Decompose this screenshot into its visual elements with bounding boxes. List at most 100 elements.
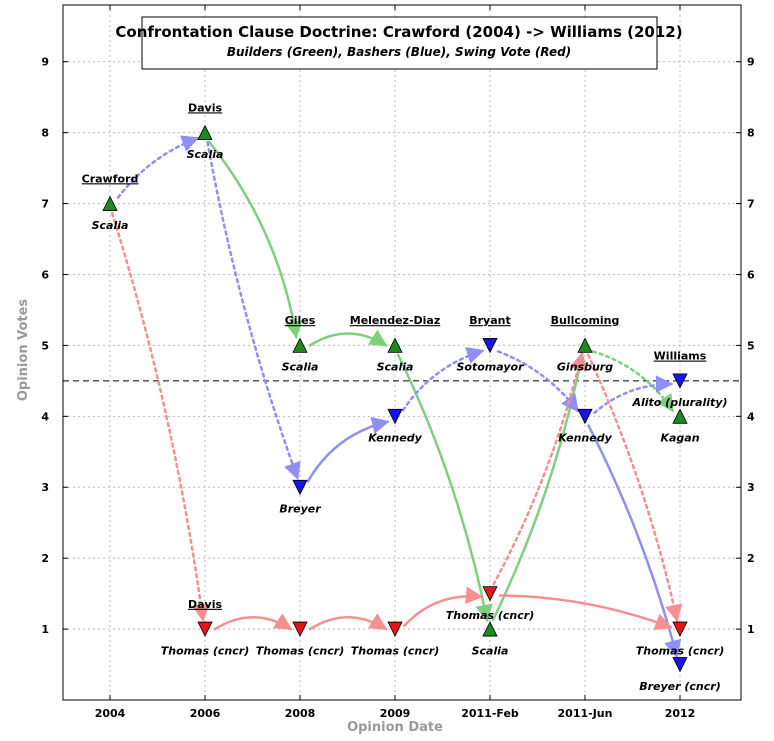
builder-vote-marker — [387, 337, 403, 353]
y-tick-label-right: 6 — [747, 268, 755, 281]
y-tick-label: 8 — [41, 127, 49, 140]
justice-label: Thomas (cncr) — [351, 644, 440, 657]
y-tick-label-right: 8 — [747, 127, 755, 140]
justice-label: Alito (plurality) — [631, 396, 727, 409]
justice-label: Sotomayor — [457, 361, 525, 374]
y-tick-label: 3 — [41, 481, 49, 494]
y-tick-label: 6 — [41, 268, 49, 281]
x-tick-label: 2009 — [380, 707, 411, 720]
basher-vote-marker — [672, 657, 688, 673]
x-tick-label: 2008 — [285, 707, 316, 720]
y-tick-label-right: 2 — [747, 552, 755, 565]
point-labels: Scalia Scalia Thomas (cncr) Scalia Breyer Tho… — [92, 148, 728, 693]
y-tick-label-right: 1 — [747, 623, 755, 636]
swing-transition-arrow — [213, 613, 293, 631]
justice-label: Thomas (cncr) — [256, 644, 345, 657]
x-axis-title: Opinion Date — [347, 720, 443, 735]
swing-vote-marker — [387, 621, 403, 637]
title-box: Confrontation Clause Doctrine: Crawford … — [115, 16, 683, 70]
builder-vote-marker — [197, 124, 213, 141]
swing-vote-marker — [672, 621, 688, 637]
justice-label: Scalia — [377, 361, 414, 374]
justice-label: Ginsburg — [557, 361, 613, 374]
y-axis-title: Opinion Votes — [16, 299, 31, 402]
case-name-label: Crawford — [82, 172, 139, 185]
basher-transition-arrow — [206, 141, 301, 481]
justice-label: Thomas (cncr) — [636, 644, 725, 657]
basher-vote-marker — [387, 408, 403, 425]
builder-vote-marker — [102, 195, 118, 211]
swing-transition-arrow — [586, 353, 683, 623]
basher-transition-arrow — [116, 135, 200, 199]
builder-transition-arrow — [308, 329, 388, 347]
case-labels: Crawford Davis Davis Giles Melendez-Diaz Brya… — [82, 101, 707, 610]
y-tick-label-right: 3 — [747, 481, 755, 494]
builder-vote-marker — [482, 621, 498, 637]
y-tick-label: 4 — [41, 410, 49, 423]
swing-vote-marker — [197, 621, 213, 637]
builder-transition-arrow — [396, 353, 493, 623]
swing-transition-arrow — [308, 613, 388, 631]
chart-title: Confrontation Clause Doctrine: Crawford … — [115, 23, 682, 41]
basher-transition-arrow — [587, 424, 682, 658]
justice-label: Scalia — [187, 148, 224, 161]
builder-vote-marker — [292, 337, 308, 353]
swing-vote-marker — [292, 621, 308, 637]
builder-vote-marker — [577, 337, 593, 353]
case-name-label: Williams — [654, 350, 707, 363]
builder-transition-arrow — [207, 140, 303, 339]
y-tick-label-right: 5 — [747, 339, 755, 352]
transition-arrows — [110, 135, 683, 658]
justice-label: Thomas (cncr) — [161, 644, 250, 657]
justice-label: Scalia — [92, 219, 129, 232]
y-tick-label-right: 7 — [747, 198, 755, 211]
data-points — [102, 124, 688, 673]
basher-transition-arrow — [496, 350, 580, 413]
justice-label: Kennedy — [558, 432, 612, 445]
swing-transition-arrow — [498, 594, 673, 631]
y-tick-label-right: 4 — [747, 410, 755, 423]
swing-transition-arrow — [492, 352, 587, 586]
y-tick-label: 5 — [41, 339, 49, 352]
y-tick-label: 2 — [41, 552, 49, 565]
justice-label: Kennedy — [368, 432, 422, 445]
case-name-label: Giles — [285, 314, 316, 327]
basher-transition-arrow — [401, 347, 485, 412]
y-tick-label: 7 — [41, 198, 49, 211]
swing-transition-arrow — [403, 586, 484, 627]
x-tick-label: 2004 — [95, 707, 126, 720]
justice-label: Thomas (cncr) — [446, 609, 535, 622]
y-tick-label: 1 — [41, 623, 49, 636]
builder-transition-arrow — [491, 352, 588, 621]
justice-label: Breyer — [279, 503, 321, 516]
basher-vote-marker — [292, 479, 308, 496]
justice-label: Scalia — [472, 644, 509, 657]
basher-vote-marker — [672, 373, 688, 389]
swing-transition-arrow — [110, 212, 210, 623]
builder-transition-arrow — [591, 350, 675, 413]
x-tick-label: 2011-Jun — [558, 707, 613, 720]
basher-transition-arrow — [593, 375, 674, 415]
swing-vote-marker — [482, 586, 498, 602]
basher-vote-marker — [577, 408, 593, 425]
justice-label: Breyer (cncr) — [639, 680, 721, 693]
y-tick-label-right: 9 — [747, 56, 755, 69]
justice-label: Scalia — [282, 361, 319, 374]
builder-vote-marker — [672, 408, 688, 424]
y-tick-label: 9 — [41, 56, 49, 69]
justice-label: Kagan — [660, 432, 699, 445]
axes: 2004 2006 2008 2009 2011-Feb 2011-Jun 2012 1 1 2 2… — [41, 5, 755, 720]
plot-frame — [62, 4, 742, 701]
case-name-label: Bryant — [469, 314, 511, 327]
case-name-label: Davis — [188, 598, 222, 611]
case-name-label: Bullcoming — [551, 314, 620, 327]
x-tick-label: 2012 — [665, 707, 696, 720]
case-name-label: Melendez-Diaz — [350, 314, 441, 327]
x-tick-label: 2006 — [190, 707, 221, 720]
chart-subtitle: Builders (Green), Bashers (Blue), Swing … — [227, 45, 571, 59]
basher-vote-marker — [482, 338, 498, 354]
basher-transition-arrow — [306, 416, 390, 483]
case-name-label: Davis — [188, 101, 222, 114]
x-tick-label: 2011-Feb — [461, 707, 519, 720]
